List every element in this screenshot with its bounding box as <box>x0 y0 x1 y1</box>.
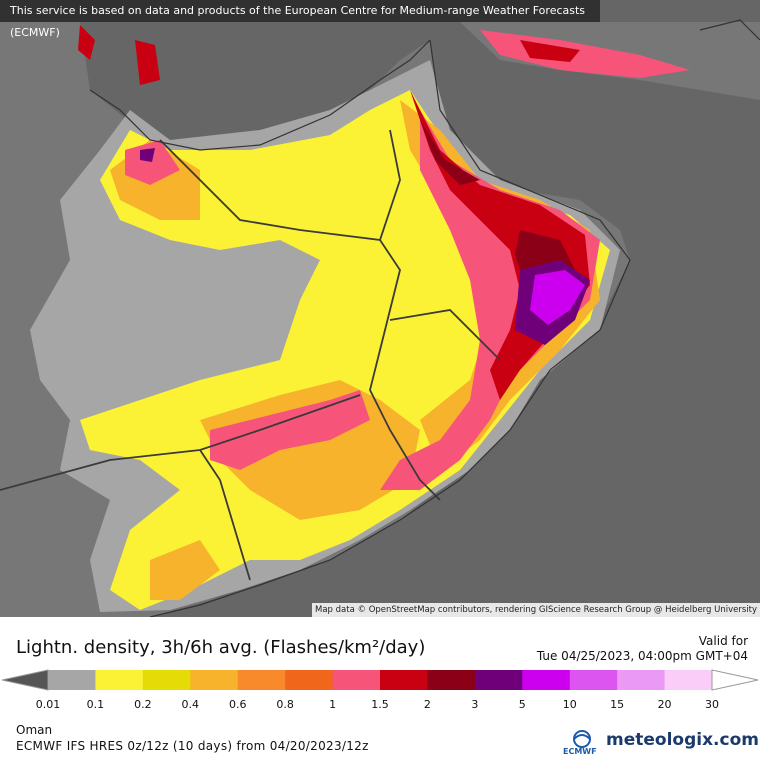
scale-swatch <box>664 670 713 690</box>
scale-tick-label: 2 <box>424 698 431 711</box>
scale-low-arrow <box>1 669 49 691</box>
scale-swatch <box>427 670 476 690</box>
scale-swatch <box>48 670 96 690</box>
ecmwf-attribution: This service is based on data and produc… <box>0 0 600 39</box>
scale-swatch <box>237 670 286 690</box>
scale-swatch <box>617 670 666 690</box>
scale-tick-label: 0.8 <box>276 698 294 711</box>
color-scale: 0.01 0.1 0.2 0.4 0.6 0.8 1 1.5 2 3 5 10 15 20 30 <box>1 669 759 711</box>
scale-swatch <box>522 670 571 690</box>
scale-swatch <box>285 670 334 690</box>
scale-tick-label: 20 <box>658 698 672 711</box>
scale-tick-label: 1.5 <box>371 698 389 711</box>
scale-swatch <box>142 670 191 690</box>
scale-tick-label: 0.2 <box>134 698 152 711</box>
scale-tick-label: 0.1 <box>87 698 105 711</box>
density-darkred-zone <box>420 120 575 300</box>
scale-swatch <box>95 670 144 690</box>
scale-tick-label: 0.4 <box>182 698 200 711</box>
scale-swatch <box>569 670 618 690</box>
density-purple-zone <box>140 148 590 345</box>
scale-swatch <box>190 670 239 690</box>
density-red-zone <box>78 25 590 400</box>
scale-tick-label: 3 <box>471 698 478 711</box>
scale-tick-label: 1 <box>329 698 336 711</box>
valid-time: Tue 04/25/2023, 04:00pm GMT+04 <box>536 649 748 663</box>
scale-tick-label: 15 <box>610 698 624 711</box>
ecmwf-logo <box>573 730 591 748</box>
scale-tick-label: 10 <box>563 698 577 711</box>
scale-swatch <box>380 670 428 690</box>
scale-high-arrow <box>711 669 759 691</box>
scale-tick-label: 0.01 <box>36 698 61 711</box>
valid-for-label: Valid for <box>698 634 748 648</box>
meteologix-brand[interactable]: meteologix.com <box>606 730 759 750</box>
model-run-info: ECMWF IFS HRES 0z/12z (10 days) from 04/… <box>16 739 369 753</box>
country-borders <box>0 129 501 581</box>
scale-tick-label: 0.6 <box>229 698 247 711</box>
scale-swatch <box>332 670 381 690</box>
region-name: Oman <box>16 723 53 737</box>
forecast-map[interactable] <box>0 0 760 617</box>
density-magenta-zone <box>530 270 585 325</box>
ecmwf-label: ECMWF <box>563 747 597 756</box>
map-data-attribution[interactable]: Map data © OpenStreetMap contributors, r… <box>312 603 760 617</box>
scale-tick-label: 5 <box>519 698 526 711</box>
legend-title: Lightn. density, 3h/6h avg. (Flashes/km²… <box>16 637 426 658</box>
scale-tick-label: 30 <box>705 698 719 711</box>
coastline <box>89 19 760 617</box>
scale-swatch <box>474 670 523 690</box>
